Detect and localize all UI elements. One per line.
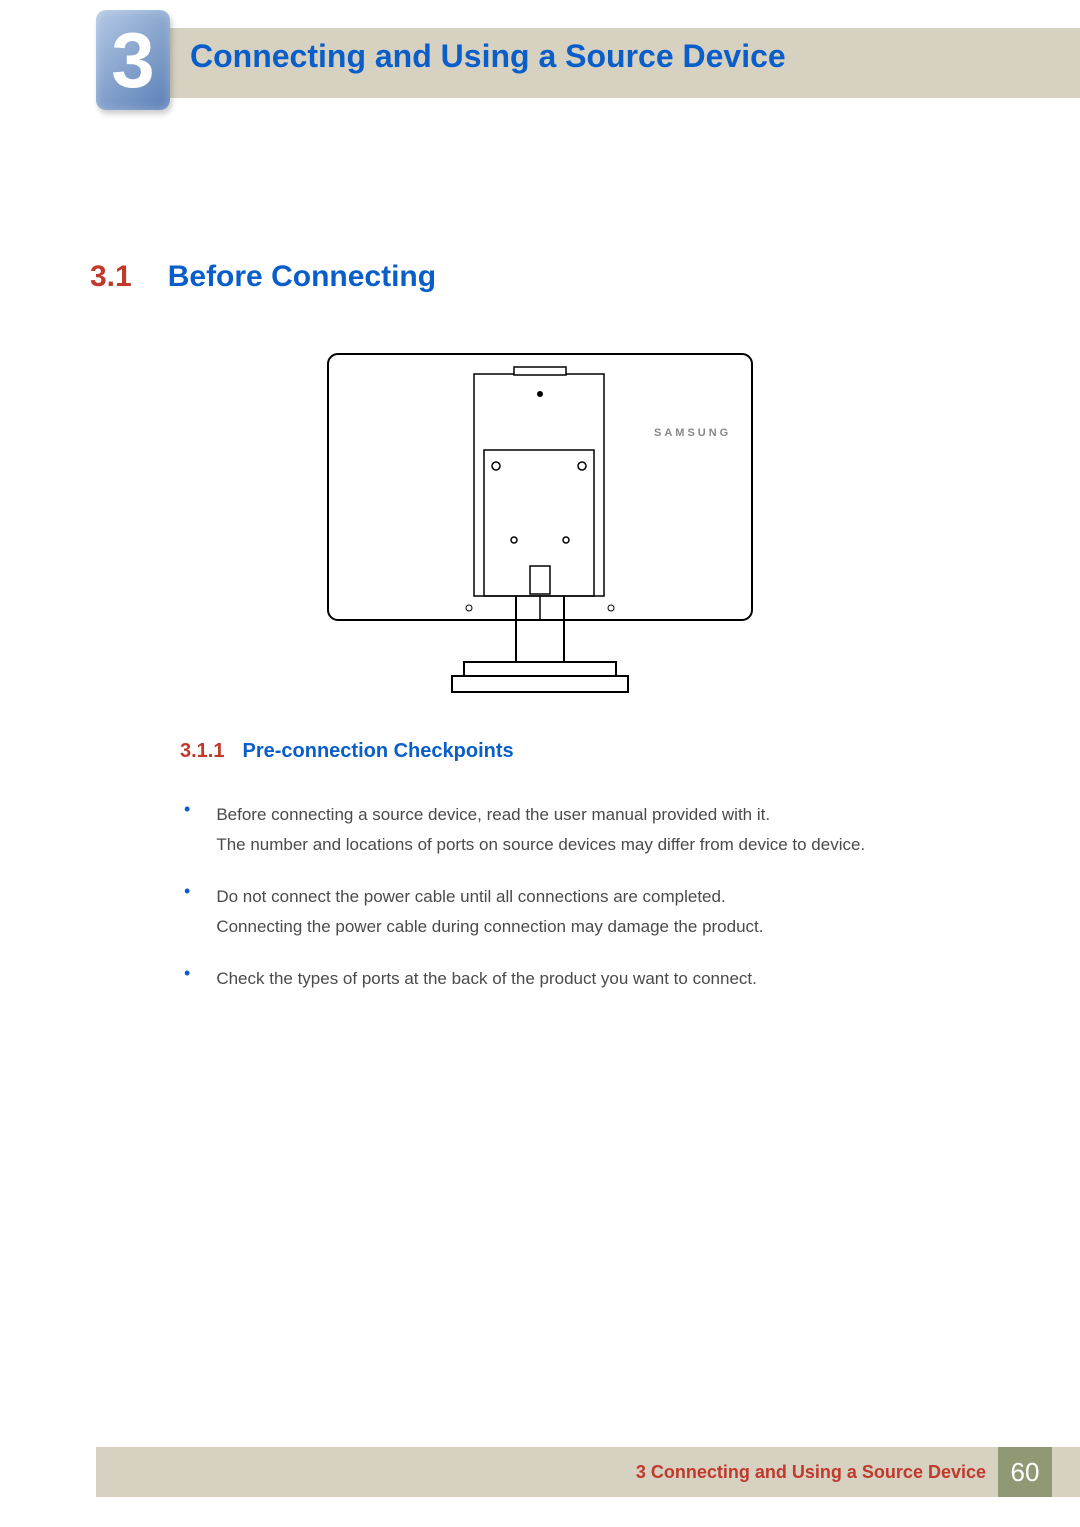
subsection-title: Pre-connection Checkpoints: [242, 740, 513, 763]
bullet-text: Do not connect the power cable until all…: [216, 882, 763, 942]
bullet-icon: •: [184, 798, 190, 860]
list-item: • Do not connect the power cable until a…: [184, 882, 990, 942]
bullet-text: Check the types of ports at the back of …: [216, 964, 757, 994]
list-item: • Check the types of ports at the back o…: [184, 964, 990, 994]
footer-bar: 3 Connecting and Using a Source Device 6…: [96, 1447, 1080, 1497]
chapter-badge: 3: [96, 10, 170, 110]
bullet-icon: •: [184, 880, 190, 942]
monitor-diagram: SAMSUNG: [324, 350, 756, 700]
page-number: 60: [1011, 1457, 1040, 1488]
brand-label: SAMSUNG: [654, 427, 731, 439]
footer-text: 3 Connecting and Using a Source Device: [636, 1462, 986, 1483]
bullet-icon: •: [184, 962, 190, 994]
chapter-title: Connecting and Using a Source Device: [190, 38, 786, 75]
section-number: 3.1: [90, 260, 132, 294]
subsection-number: 3.1.1: [180, 740, 224, 763]
section-heading: 3.1 Before Connecting: [90, 260, 436, 294]
bullet-list: • Before connecting a source device, rea…: [184, 800, 990, 1016]
page-number-badge: 60: [998, 1447, 1052, 1497]
bullet-text: Before connecting a source device, read …: [216, 800, 865, 860]
subsection-heading: 3.1.1 Pre-connection Checkpoints: [180, 740, 514, 763]
section-title: Before Connecting: [168, 260, 436, 294]
list-item: • Before connecting a source device, rea…: [184, 800, 990, 860]
chapter-number: 3: [111, 21, 154, 99]
